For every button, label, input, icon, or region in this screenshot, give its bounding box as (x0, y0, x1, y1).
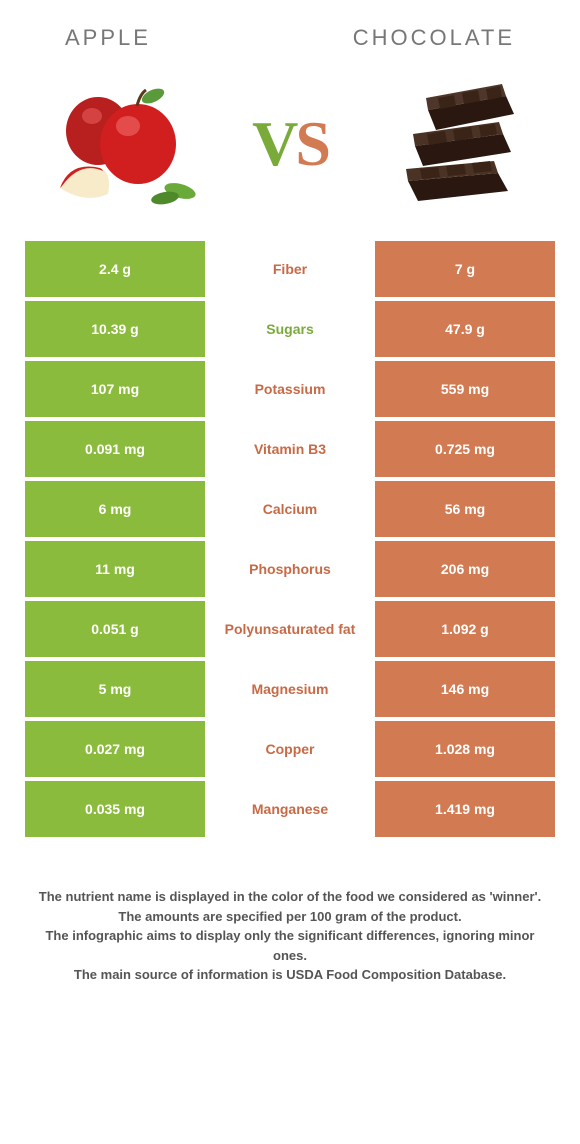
nutrient-row: 5 mgMagnesium146 mg (25, 661, 555, 717)
nutrient-label: Manganese (205, 781, 375, 837)
nutrient-row: 0.051 gPolyunsaturated fat1.092 g (25, 601, 555, 657)
nutrient-label: Fiber (205, 241, 375, 297)
nutrient-row: 0.035 mgManganese1.419 mg (25, 781, 555, 837)
footnote-line: The infographic aims to display only the… (35, 926, 545, 965)
footnote-line: The main source of information is USDA F… (35, 965, 545, 985)
nutrient-row: 10.39 gSugars47.9 g (25, 301, 555, 357)
images-row: VS (25, 76, 555, 211)
apple-image (40, 76, 205, 211)
chocolate-image (375, 76, 540, 211)
vs-label: VS (252, 107, 328, 181)
vs-s: S (295, 108, 328, 179)
nutrient-label: Calcium (205, 481, 375, 537)
nutrient-label: Copper (205, 721, 375, 777)
right-value: 47.9 g (375, 301, 555, 357)
nutrient-row: 0.091 mgVitamin B30.725 mg (25, 421, 555, 477)
nutrient-label: Sugars (205, 301, 375, 357)
right-value: 1.028 mg (375, 721, 555, 777)
nutrient-label: Potassium (205, 361, 375, 417)
right-value: 146 mg (375, 661, 555, 717)
left-value: 5 mg (25, 661, 205, 717)
nutrient-label: Phosphorus (205, 541, 375, 597)
left-value: 11 mg (25, 541, 205, 597)
nutrient-row: 6 mgCalcium56 mg (25, 481, 555, 537)
left-value: 0.051 g (25, 601, 205, 657)
vs-v: V (252, 108, 295, 179)
left-food-title: APPLE (65, 25, 151, 51)
right-value: 206 mg (375, 541, 555, 597)
footnote-line: The amounts are specified per 100 gram o… (35, 907, 545, 927)
right-value: 559 mg (375, 361, 555, 417)
nutrient-row: 11 mgPhosphorus206 mg (25, 541, 555, 597)
right-value: 0.725 mg (375, 421, 555, 477)
footnote-line: The nutrient name is displayed in the co… (35, 887, 545, 907)
title-row: APPLE CHOCOLATE (25, 25, 555, 51)
right-value: 56 mg (375, 481, 555, 537)
right-value: 1.092 g (375, 601, 555, 657)
nutrient-row: 0.027 mgCopper1.028 mg (25, 721, 555, 777)
left-value: 0.035 mg (25, 781, 205, 837)
left-value: 10.39 g (25, 301, 205, 357)
nutrient-label: Polyunsaturated fat (205, 601, 375, 657)
left-value: 2.4 g (25, 241, 205, 297)
left-value: 107 mg (25, 361, 205, 417)
infographic-container: APPLE CHOCOLATE VS (0, 0, 580, 1005)
nutrient-label: Vitamin B3 (205, 421, 375, 477)
nutrient-table: 2.4 gFiber7 g10.39 gSugars47.9 g107 mgPo… (25, 241, 555, 837)
footnotes: The nutrient name is displayed in the co… (25, 887, 555, 985)
right-value: 1.419 mg (375, 781, 555, 837)
left-value: 0.091 mg (25, 421, 205, 477)
left-value: 6 mg (25, 481, 205, 537)
right-value: 7 g (375, 241, 555, 297)
right-food-title: CHOCOLATE (353, 25, 515, 51)
nutrient-row: 2.4 gFiber7 g (25, 241, 555, 297)
left-value: 0.027 mg (25, 721, 205, 777)
nutrient-row: 107 mgPotassium559 mg (25, 361, 555, 417)
nutrient-label: Magnesium (205, 661, 375, 717)
